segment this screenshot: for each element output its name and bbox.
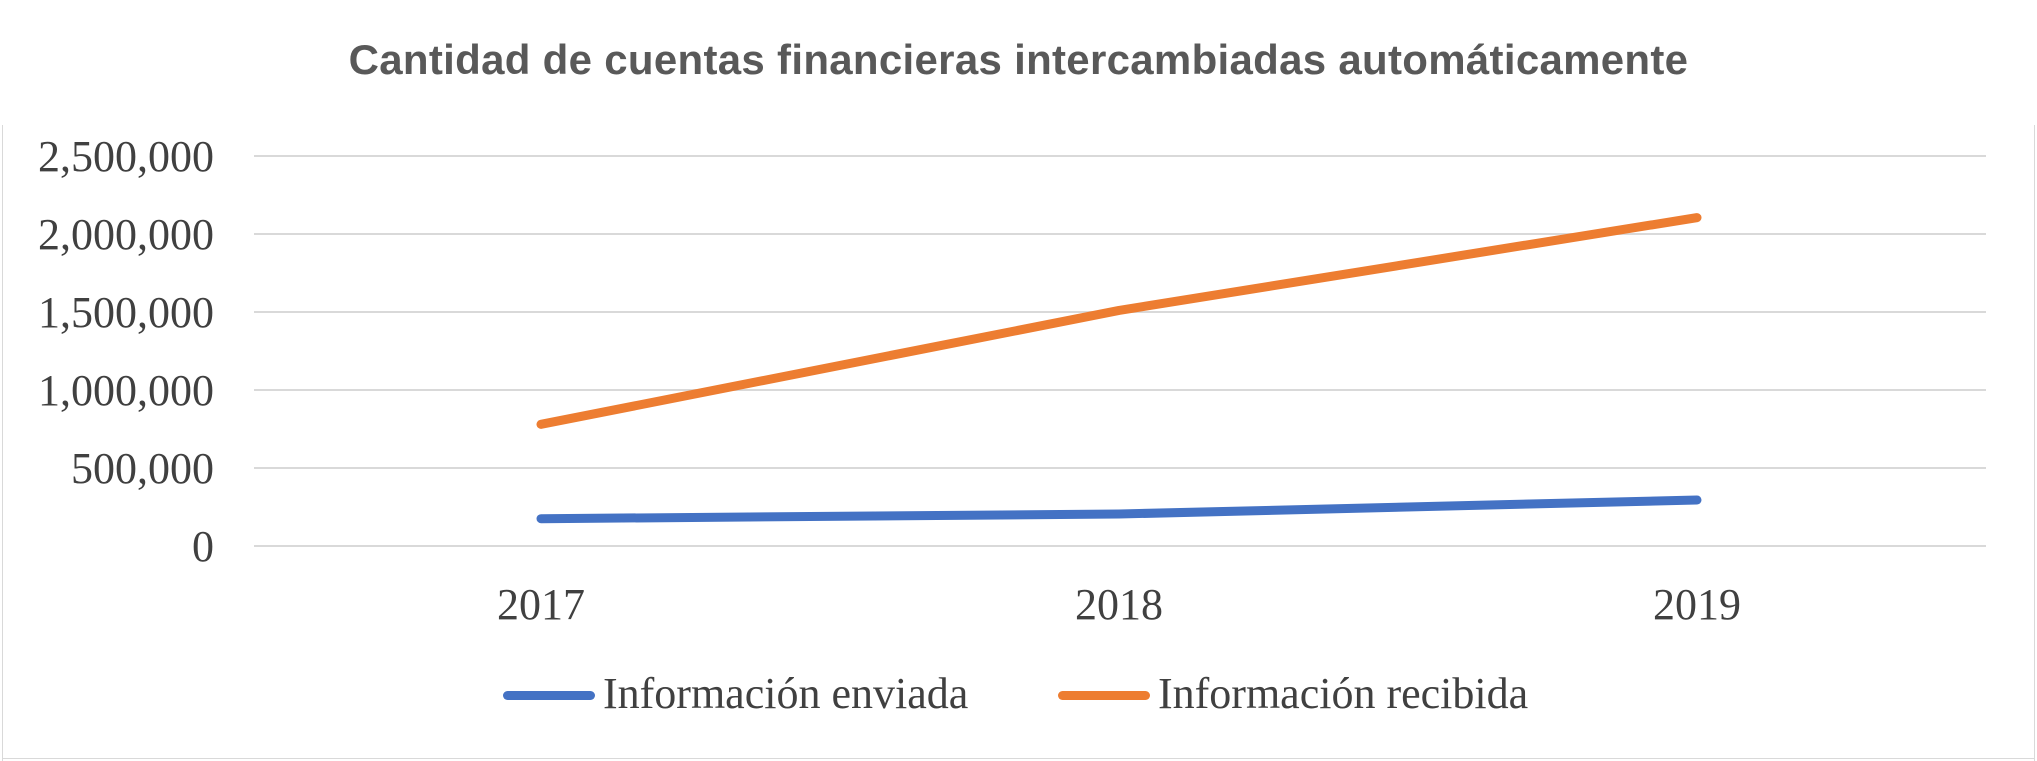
x-tick-label: 2019 (1653, 580, 1741, 629)
x-tick-label: 2018 (1075, 580, 1163, 629)
y-tick-label: 0 (192, 522, 214, 571)
frame-border-right (2034, 125, 2035, 761)
x-tick-label: 2017 (497, 580, 585, 629)
series-line-1 (536, 213, 1702, 429)
chart-title: Cantidad de cuentas financieras intercam… (348, 36, 1689, 83)
legend: Información enviada Información recibida (0, 664, 2037, 724)
y-tick-label: 1,000,000 (38, 366, 214, 415)
frame-border-bottom (2, 758, 2035, 759)
frame-border-left (2, 125, 3, 761)
legend-label-enviada: Información enviada (603, 669, 969, 718)
legend-label-recibida: Información recibida (1158, 669, 1529, 718)
y-tick-label: 2,000,000 (38, 210, 214, 259)
legend-swatch-enviada (503, 691, 595, 700)
y-tick-label: 500,000 (71, 444, 214, 493)
series-line-0 (536, 495, 1702, 524)
y-tick-label: 1,500,000 (38, 288, 214, 337)
y-tick-label: 2,500,000 (38, 132, 214, 181)
legend-swatch-recibida (1058, 691, 1150, 700)
